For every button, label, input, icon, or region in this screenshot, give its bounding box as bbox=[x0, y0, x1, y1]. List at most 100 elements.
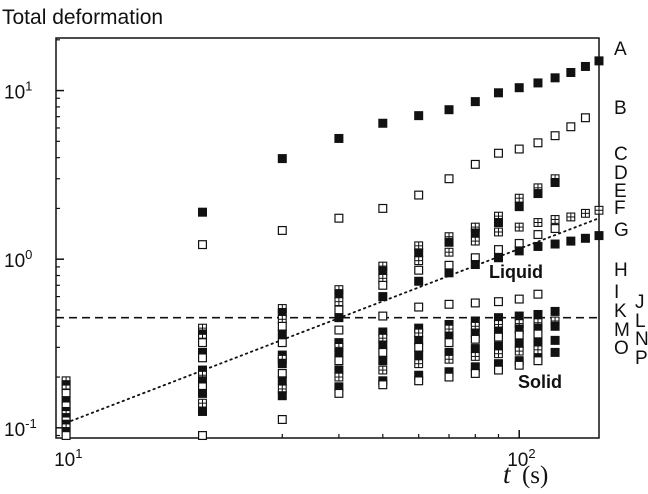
data-point-filled bbox=[580, 233, 590, 243]
data-point-filled bbox=[470, 362, 480, 372]
data-point-filled bbox=[334, 347, 344, 357]
data-point-filled bbox=[550, 306, 560, 316]
data-point-open bbox=[378, 347, 388, 357]
data-point-open bbox=[580, 113, 590, 123]
data-point-open bbox=[277, 338, 287, 348]
data-point-filled bbox=[470, 328, 480, 338]
y-tick-label: 10-1 bbox=[4, 416, 37, 441]
data-point-filled bbox=[197, 365, 207, 375]
data-point-filled bbox=[470, 344, 480, 354]
data-point-open bbox=[514, 238, 524, 248]
data-point-crossed bbox=[514, 222, 524, 232]
data-point-filled bbox=[566, 236, 576, 246]
data-point-filled bbox=[378, 118, 388, 128]
data-point-filled bbox=[378, 266, 388, 276]
data-point-filled bbox=[378, 356, 388, 366]
series-label-i: I bbox=[614, 282, 619, 303]
data-point-filled bbox=[493, 326, 503, 336]
data-point-open bbox=[378, 311, 388, 321]
y-tick-label: 101 bbox=[4, 79, 32, 104]
data-point-crossed bbox=[444, 354, 454, 364]
data-point-filled bbox=[414, 323, 424, 333]
data-point-filled bbox=[277, 376, 287, 386]
data-point-filled bbox=[334, 289, 344, 299]
data-point-filled bbox=[514, 356, 524, 366]
data-point-open bbox=[277, 321, 287, 331]
data-point-open bbox=[444, 338, 454, 348]
data-point-open bbox=[493, 365, 503, 375]
data-point-crossed bbox=[494, 227, 503, 237]
data-point-open bbox=[277, 225, 287, 235]
data-point-filled bbox=[444, 268, 454, 278]
data-point-open bbox=[444, 260, 454, 270]
data-point-filled bbox=[533, 78, 543, 88]
x-axis-title: t (s) bbox=[503, 459, 548, 489]
series-label-m: M bbox=[614, 320, 630, 341]
data-point-filled bbox=[197, 376, 207, 386]
data-point-filled bbox=[414, 370, 424, 380]
data-point-filled bbox=[514, 83, 524, 93]
data-point-filled bbox=[550, 347, 560, 357]
data-point-filled bbox=[514, 311, 524, 321]
data-point-open bbox=[277, 415, 287, 425]
axis-ticks: 101 102 10-1 100 101 bbox=[4, 39, 536, 471]
data-point-open bbox=[197, 338, 207, 348]
series-label-o: O bbox=[614, 338, 629, 359]
data-point-open bbox=[514, 294, 524, 304]
data-point-filled bbox=[444, 105, 454, 115]
data-point-filled bbox=[334, 365, 344, 375]
data-point-filled bbox=[378, 340, 388, 350]
data-point-filled bbox=[533, 309, 543, 319]
data-point-filled bbox=[444, 237, 454, 247]
data-point-crossed bbox=[414, 359, 424, 369]
series-label-e: E bbox=[614, 181, 627, 202]
data-point-crossed bbox=[444, 247, 454, 257]
series-label-n: N bbox=[635, 329, 648, 350]
data-point-filled bbox=[334, 133, 344, 143]
series-label-h: H bbox=[614, 260, 628, 281]
data-point-open bbox=[470, 368, 480, 378]
data-point-open bbox=[197, 240, 207, 250]
data-point-filled bbox=[550, 321, 560, 331]
data-point-open bbox=[444, 299, 454, 309]
data-point-filled bbox=[493, 253, 503, 263]
series-label-l: L bbox=[635, 311, 646, 332]
data-point-filled bbox=[493, 218, 503, 228]
data-point-filled bbox=[378, 292, 388, 302]
data-point-crossed bbox=[566, 212, 576, 222]
data-point-open bbox=[414, 302, 424, 312]
data-point-filled bbox=[514, 202, 524, 212]
data-point-filled bbox=[470, 259, 480, 269]
data-point-open bbox=[550, 131, 560, 141]
data-point-open bbox=[514, 360, 524, 370]
data-point-filled bbox=[334, 313, 344, 323]
data-point-open bbox=[197, 353, 207, 363]
data-point-filled bbox=[514, 339, 524, 349]
data-point-open bbox=[470, 298, 480, 308]
data-point-filled bbox=[533, 241, 543, 251]
data-point-filled bbox=[533, 189, 543, 199]
data-point-filled bbox=[197, 347, 207, 357]
data-point-open bbox=[514, 330, 524, 340]
data-point-filled bbox=[514, 324, 524, 334]
data-point-open bbox=[334, 305, 344, 315]
data-point-filled bbox=[550, 177, 560, 187]
data-point-crossed bbox=[378, 365, 388, 375]
data-point-open bbox=[533, 356, 543, 366]
data-point-open bbox=[533, 138, 543, 148]
data-point-open bbox=[444, 174, 454, 184]
data-point-open bbox=[334, 325, 344, 335]
data-point-open bbox=[493, 148, 503, 158]
series-label-k: K bbox=[614, 301, 627, 322]
data-point-filled bbox=[414, 276, 424, 286]
data-point-crossed bbox=[470, 351, 480, 361]
data-point-filled bbox=[277, 308, 287, 318]
data-point-open bbox=[378, 380, 388, 390]
data-point-filled bbox=[550, 335, 560, 345]
data-point-open bbox=[334, 388, 344, 398]
data-point-filled bbox=[533, 338, 543, 348]
data-point-filled bbox=[493, 341, 503, 351]
series-label-g: G bbox=[614, 220, 629, 241]
data-point-open bbox=[334, 213, 344, 223]
